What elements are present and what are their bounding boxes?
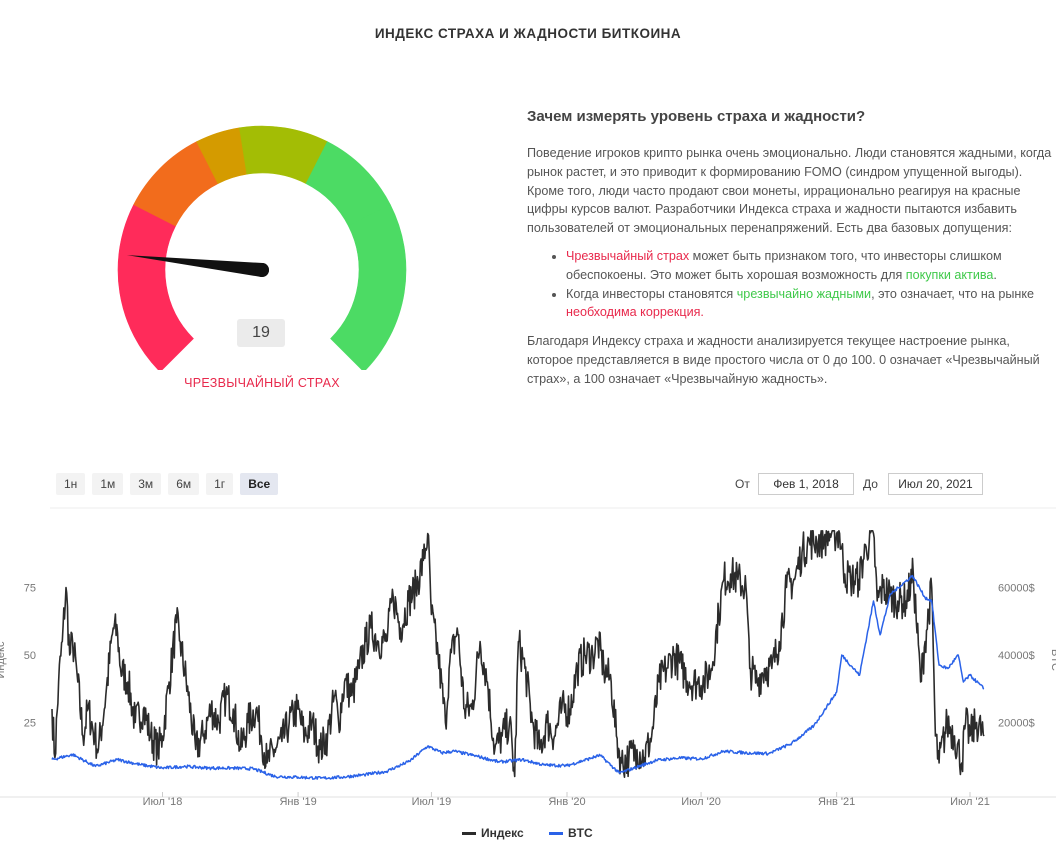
legend-swatch [549, 831, 563, 835]
list-item: Когда инвесторы становятся чрезвычайно ж… [566, 285, 1055, 323]
x-tick-label: Янв '19 [279, 796, 316, 808]
y-right-tick-label: 20000$ [998, 718, 1035, 730]
legend-item-index[interactable]: Индекс [462, 826, 524, 840]
assumptions-list: Чрезвычайный страх может быть признаком … [527, 247, 1055, 322]
legend-item-btc[interactable]: BTC [549, 826, 593, 840]
range-button-1y[interactable]: 1г [206, 473, 234, 495]
x-tick-label: Янв '21 [818, 796, 855, 808]
range-button-all[interactable]: Все [240, 473, 279, 495]
y-right-tick-label: 40000$ [998, 650, 1035, 662]
range-button-1w[interactable]: 1н [56, 473, 86, 495]
y-left-tick-label: 50 [24, 650, 36, 662]
x-tick-label: Июл '20 [681, 796, 721, 808]
info-heading: Зачем измерять уровень страха и жадности… [527, 108, 866, 125]
y-right-axis-label: BTC [1049, 649, 1056, 671]
bullet-end: . [993, 267, 997, 282]
bullet-text: может быть признаком того, что инвесторы… [566, 248, 1002, 282]
buy-asset-highlight: покупки актива [905, 267, 994, 282]
gauge-sentiment-label: ЧРЕЗВЫЧАЙНЫЙ СТРАХ [184, 376, 340, 390]
page-title: ИНДЕКС СТРАХА И ЖАДНОСТИ БИТКОИНА [374, 26, 682, 41]
y-right-tick-label: 60000$ [998, 583, 1035, 595]
x-tick-label: Июл '21 [950, 796, 990, 808]
gauge-value: 19 [237, 319, 285, 347]
extreme-greed-highlight: чрезвычайно жадными [736, 286, 872, 301]
range-selector: 1н 1м 3м 6м 1г Все [56, 473, 279, 495]
y-left-tick-label: 75 [24, 583, 36, 595]
legend-label: BTC [568, 826, 593, 840]
gauge-segment-extreme-fear [117, 204, 194, 370]
gauge-needle-hub [255, 263, 269, 277]
to-date-input[interactable]: Июл 20, 2021 [888, 473, 983, 495]
legend-label: Индекс [481, 826, 524, 840]
fear-greed-chart: 25 50 75 20000$ 40000$ 60000$ Индекс BTC Июл '18… [0, 507, 1056, 808]
legend-swatch [462, 831, 476, 835]
gauge-needle [126, 255, 269, 277]
correction-highlight: необходима коррекция. [566, 305, 704, 320]
gauge-segment-extreme-greed-end [330, 204, 407, 370]
to-label: До [863, 477, 878, 491]
range-button-1m[interactable]: 1м [92, 473, 124, 495]
range-button-6m[interactable]: 6м [168, 473, 200, 495]
bullet-text: Когда инвесторы становятся [566, 286, 737, 301]
range-button-3m[interactable]: 3м [130, 473, 162, 495]
bullet-text: , это означает, что на рынке [871, 286, 1035, 301]
info-paragraph-1: Поведение игроков крипто рынка очень эмо… [527, 146, 1052, 236]
x-tick-label: Июл '19 [412, 796, 452, 808]
extreme-fear-highlight: Чрезвычайный страх [566, 248, 690, 263]
y-left-axis-label: Индекс [0, 641, 7, 678]
from-date-input[interactable]: Фев 1, 2018 [758, 473, 854, 495]
x-tick-label: Июл '18 [143, 796, 183, 808]
list-item: Чрезвычайный страх может быть признаком … [566, 247, 1055, 285]
from-label: От [735, 477, 750, 491]
fear-greed-gauge [117, 125, 407, 370]
index-series-line [51, 530, 985, 778]
btc-series-line [51, 574, 985, 780]
y-left-tick-label: 25 [24, 718, 36, 730]
x-tick-label: Янв '20 [548, 796, 585, 808]
info-paragraph-2: Благодаря Индексу страха и жадности анал… [527, 334, 1040, 386]
info-section: Зачем измерять уровень страха и жадности… [527, 108, 1055, 389]
